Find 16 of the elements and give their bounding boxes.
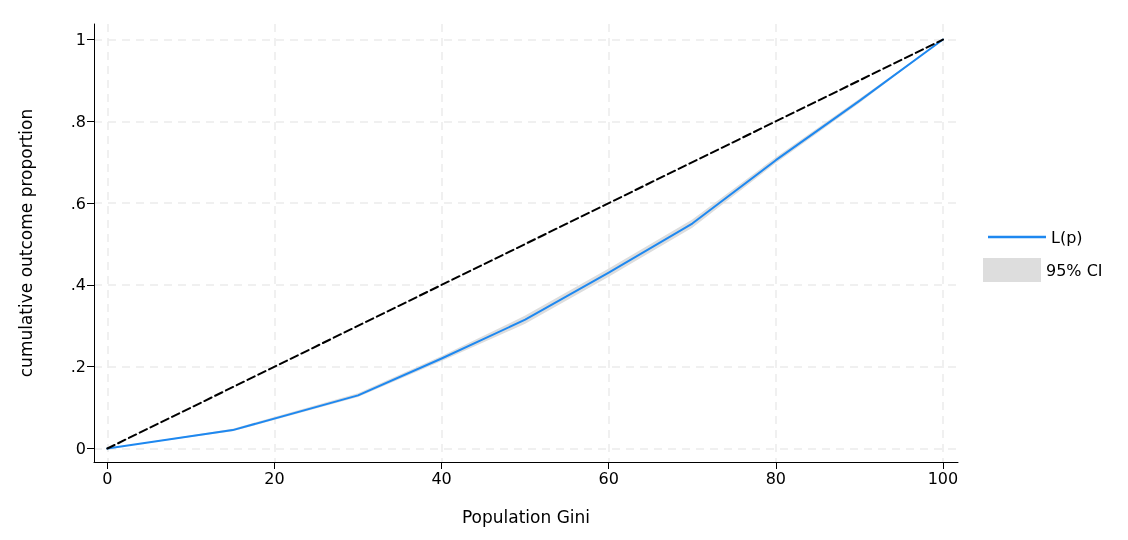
y-tick-label: .8 bbox=[70, 111, 86, 131]
x-tick-label: 20 bbox=[264, 468, 285, 488]
y-tick-label: 1 bbox=[75, 30, 86, 50]
x-tick-label: 80 bbox=[765, 468, 787, 488]
y-tick-label: .6 bbox=[70, 193, 86, 213]
x-tick-label: 100 bbox=[927, 468, 959, 488]
y-axis-title: cumulative outcome proportion bbox=[15, 108, 36, 378]
x-tick-label: 40 bbox=[431, 468, 452, 488]
y-tick-label: .2 bbox=[70, 357, 86, 377]
text: 95% CI bbox=[1046, 260, 1103, 280]
x-tick-label: 0 bbox=[102, 468, 113, 488]
y-tick-label: 0 bbox=[75, 439, 86, 458]
x-axis-title: Population Gini bbox=[461, 506, 591, 527]
y-tick-label: .4 bbox=[70, 275, 86, 295]
legend-label: L(p) bbox=[1051, 227, 1083, 247]
x-tick-label: 60 bbox=[598, 468, 619, 488]
